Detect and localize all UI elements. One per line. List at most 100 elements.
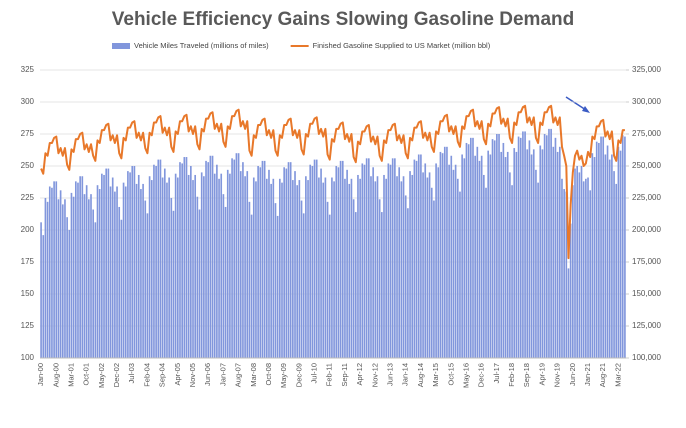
y-tick-label: 250 <box>21 161 35 170</box>
bar <box>385 178 387 358</box>
x-tick-label: Sep-11 <box>340 363 349 387</box>
bar <box>66 217 68 358</box>
bar <box>426 177 429 358</box>
x-tick-label: Mar-01 <box>66 363 75 387</box>
bar <box>530 154 533 358</box>
bar <box>487 150 490 358</box>
bar <box>519 137 522 358</box>
bar <box>361 163 364 358</box>
bar <box>281 182 283 358</box>
y2-tick-label: 225,000 <box>632 193 661 202</box>
x-tick-label: Feb-18 <box>507 363 516 387</box>
annotation-arrow <box>565 96 587 111</box>
bar <box>528 140 531 358</box>
bar <box>218 178 220 358</box>
bar <box>287 162 290 358</box>
y2-tick-label: 200,000 <box>632 225 661 234</box>
bar <box>615 183 618 358</box>
bar <box>131 166 134 358</box>
bar <box>70 192 73 358</box>
bar <box>491 139 494 358</box>
x-tick-label: Apr-05 <box>173 363 182 386</box>
bar <box>198 209 201 358</box>
bar <box>433 200 435 358</box>
bar <box>437 167 440 358</box>
bar <box>372 167 374 358</box>
bar <box>135 183 138 358</box>
x-tick-label: Aug-00 <box>51 363 60 387</box>
bar <box>593 157 596 358</box>
bar <box>511 185 513 358</box>
bar <box>567 268 570 358</box>
bar <box>558 146 561 358</box>
y-tick-label: 275 <box>21 129 35 138</box>
bar <box>233 159 236 358</box>
bar <box>556 151 559 358</box>
bar <box>574 168 576 358</box>
bar <box>81 176 84 358</box>
bar <box>335 166 338 358</box>
bar <box>459 191 461 358</box>
bar <box>467 144 470 358</box>
x-tick-label: Mar-22 <box>613 363 622 387</box>
bar <box>159 159 162 358</box>
bar <box>413 159 416 358</box>
y2-tick-label: 150,000 <box>632 289 661 298</box>
bar <box>211 155 214 358</box>
bar <box>272 178 275 358</box>
bar <box>292 180 294 358</box>
bar <box>61 204 64 358</box>
bar <box>51 187 53 358</box>
bar <box>265 178 268 358</box>
x-tick-label: May-02 <box>97 363 106 388</box>
bar <box>331 177 333 358</box>
bar <box>463 158 466 358</box>
legend-label: Vehicle Miles Traveled (millions of mile… <box>134 41 269 50</box>
x-tick-label: Jun-20 <box>568 363 577 386</box>
bar <box>88 199 90 358</box>
y2-tick-label: 275,000 <box>632 129 661 138</box>
bar <box>190 166 192 358</box>
bar <box>524 131 526 358</box>
bar <box>409 171 411 358</box>
chart-title: Vehicle Efficiency Gains Slowing Gasolin… <box>112 9 574 30</box>
bar <box>376 176 379 358</box>
x-tick-label: Jun-06 <box>203 363 212 386</box>
bar <box>430 187 433 358</box>
bar <box>307 180 309 358</box>
x-tick-label: Mar-08 <box>249 363 258 387</box>
bar <box>404 195 407 358</box>
bar <box>296 185 299 358</box>
bar <box>309 164 312 358</box>
x-tick-label: Jan-14 <box>401 363 410 386</box>
bar <box>252 177 255 358</box>
bar <box>474 155 476 358</box>
bar <box>415 160 418 358</box>
bar <box>489 154 492 358</box>
bar <box>163 168 166 358</box>
bar <box>604 154 607 358</box>
bar <box>315 159 318 358</box>
bar <box>257 166 259 358</box>
annotation-arrow-head <box>582 106 590 113</box>
bar <box>537 182 539 358</box>
bar <box>127 171 129 358</box>
x-tick-label: Aug-14 <box>416 363 425 387</box>
bar <box>552 146 555 358</box>
bar <box>231 158 233 358</box>
bar <box>237 153 240 358</box>
bar <box>209 155 212 358</box>
bar <box>346 169 348 358</box>
x-tick-label: Jan-00 <box>36 363 45 386</box>
bar <box>456 178 459 358</box>
bar <box>617 146 620 358</box>
bar <box>515 151 518 358</box>
bar <box>565 191 568 358</box>
bar <box>504 157 507 358</box>
bar <box>374 181 377 358</box>
bar <box>370 176 372 358</box>
bar <box>478 160 481 358</box>
bar <box>118 206 121 358</box>
bar <box>337 167 340 358</box>
